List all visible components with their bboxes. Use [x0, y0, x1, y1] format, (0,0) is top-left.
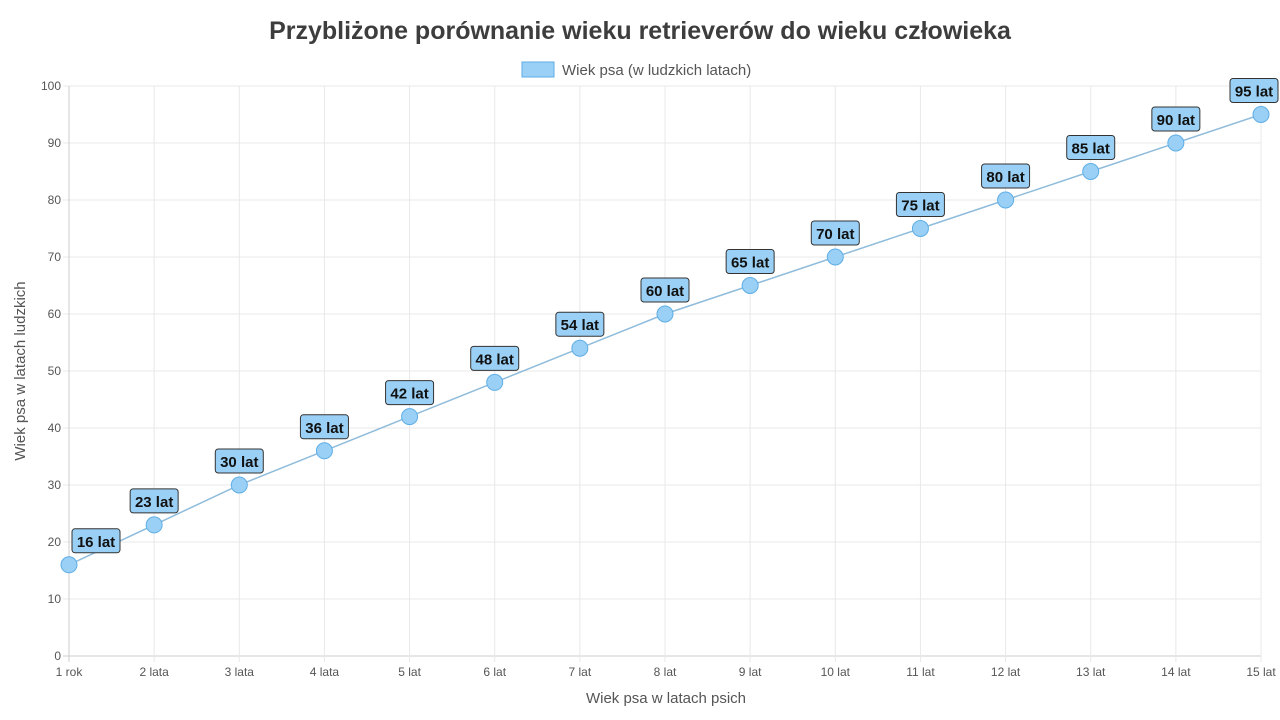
y-tick-label: 40: [48, 421, 62, 435]
x-tick-label: 15 lat: [1246, 665, 1276, 679]
data-label-box: [555, 311, 605, 337]
data-label-box: [810, 220, 860, 246]
data-point[interactable]: [60, 556, 78, 574]
data-label-text: 30 lat: [220, 454, 258, 471]
data-point[interactable]: [911, 220, 929, 237]
data-point[interactable]: [826, 248, 844, 266]
x-tick-label: 8 lat: [654, 665, 677, 679]
data-label-text: 80 lat: [986, 169, 1024, 186]
data-point[interactable]: [1082, 163, 1100, 180]
y-tick-label: 0: [54, 649, 61, 663]
y-tick-label: 100: [41, 79, 61, 93]
data-label: 36 lat: [299, 414, 349, 440]
data-label: 65 lat: [725, 249, 775, 274]
x-tick-label: 10 lat: [821, 665, 851, 679]
data-label: 23 lat: [129, 488, 179, 514]
data-label-text: 60 lat: [646, 283, 684, 300]
data-point[interactable]: [145, 516, 163, 534]
data-label: 54 lat: [555, 311, 605, 337]
data-label-text: 70 lat: [816, 226, 854, 243]
data-label-box: [895, 192, 945, 217]
data-label-box: [470, 345, 520, 371]
x-tick-label: 4 lata: [310, 665, 340, 679]
data-label-text: 75 lat: [901, 198, 939, 215]
data-point[interactable]: [401, 408, 419, 426]
y-axis-ticks: 0 10 20 30 40 50 60 70 80 90 100: [41, 79, 61, 663]
x-tick-label: 11 lat: [906, 665, 935, 679]
data-label-box: [981, 163, 1031, 189]
data-label-box: [129, 488, 179, 514]
data-label-box: [725, 249, 775, 274]
x-axis-ticks: 1 rok 2 lata 3 lata 4 lata 5 lat 6 lat 7 lat 8 …: [56, 665, 1277, 679]
data-label-text: 16 lat: [77, 534, 115, 551]
y-axis-title: Wiek psa w latach ludzkich: [12, 281, 29, 460]
data-labels: 16 lat 23 lat 30 lat 36 lat 42 lat 48 lat 54 l…: [71, 78, 1279, 554]
y-tick-label: 20: [48, 535, 62, 549]
legend[interactable]: Wiek psa (w ludzkich latach): [521, 61, 751, 79]
data-point[interactable]: [315, 442, 333, 460]
data-label-box: [1151, 106, 1201, 132]
data-point[interactable]: [741, 277, 759, 294]
data-point[interactable]: [656, 305, 674, 323]
data-label-box: [71, 528, 121, 554]
x-tick-label: 9 lat: [739, 665, 762, 679]
data-label: 48 lat: [470, 345, 520, 371]
data-point[interactable]: [997, 191, 1015, 209]
data-label-box: [214, 448, 264, 474]
data-label-text: 90 lat: [1157, 112, 1195, 129]
data-label-box: [640, 277, 690, 303]
y-tick-label: 60: [48, 307, 62, 321]
data-label: 90 lat: [1151, 106, 1201, 132]
data-label-text: 48 lat: [476, 351, 514, 368]
data-label: 70 lat: [810, 220, 860, 246]
data-label-box: [385, 380, 435, 406]
data-label: 95 lat: [1229, 78, 1279, 103]
x-tick-label: 6 lat: [483, 665, 506, 679]
data-label-text: 36 lat: [305, 420, 343, 437]
data-label: 80 lat: [981, 163, 1031, 189]
grid: [63, 85, 1262, 662]
data-label: 85 lat: [1066, 135, 1116, 160]
x-tick-label: 1 rok: [56, 665, 84, 679]
data-point[interactable]: [1167, 134, 1185, 152]
data-point[interactable]: [230, 476, 248, 494]
y-tick-label: 90: [48, 136, 62, 150]
x-tick-label: 2 lata: [139, 665, 169, 679]
x-tick-label: 3 lata: [225, 665, 255, 679]
y-tick-label: 50: [48, 364, 62, 378]
data-label: 30 lat: [214, 448, 264, 474]
data-label: 42 lat: [385, 380, 435, 406]
data-label-text: 65 lat: [731, 255, 769, 272]
data-label-text: 54 lat: [561, 317, 599, 334]
x-tick-label: 5 lat: [398, 665, 421, 679]
y-tick-label: 30: [48, 478, 62, 492]
y-tick-label: 10: [48, 592, 62, 606]
data-label: 16 lat: [71, 528, 121, 554]
data-label-text: 95 lat: [1235, 84, 1273, 101]
x-tick-label: 13 lat: [1076, 665, 1106, 679]
data-label-text: 42 lat: [390, 386, 428, 403]
data-label-box: [299, 414, 349, 440]
y-tick-label: 70: [48, 250, 62, 264]
data-label-box: [1066, 135, 1116, 160]
data-label-text: 23 lat: [135, 494, 173, 511]
x-tick-label: 14 lat: [1161, 665, 1191, 679]
series-line: [60, 106, 1270, 574]
data-point[interactable]: [486, 373, 504, 391]
data-point[interactable]: [1252, 106, 1270, 123]
x-tick-label: 12 lat: [991, 665, 1021, 679]
data-label: 60 lat: [640, 277, 690, 303]
chart-title: Przybliżone porównanie wieku retrieverów…: [269, 17, 1012, 45]
data-point[interactable]: [571, 339, 589, 357]
x-tick-label: 7 lat: [569, 665, 592, 679]
data-label-box: [1229, 78, 1279, 103]
legend-label: Wiek psa (w ludzkich latach): [562, 62, 751, 79]
legend-swatch: [521, 61, 555, 78]
data-label-text: 85 lat: [1072, 141, 1110, 158]
x-axis-title: Wiek psa w latach psich: [586, 690, 746, 707]
data-label: 75 lat: [895, 192, 945, 217]
y-tick-label: 80: [48, 193, 62, 207]
